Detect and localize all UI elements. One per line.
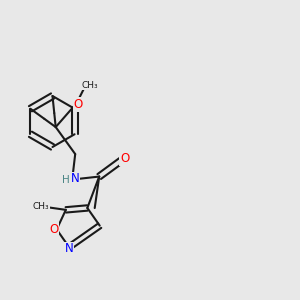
Text: O: O — [49, 223, 58, 236]
Text: O: O — [120, 152, 129, 165]
Text: CH₃: CH₃ — [33, 202, 50, 211]
Text: H: H — [62, 175, 70, 185]
Text: CH₃: CH₃ — [82, 81, 98, 90]
Text: O: O — [74, 98, 83, 111]
Text: N: N — [71, 172, 80, 185]
Text: N: N — [65, 242, 74, 255]
